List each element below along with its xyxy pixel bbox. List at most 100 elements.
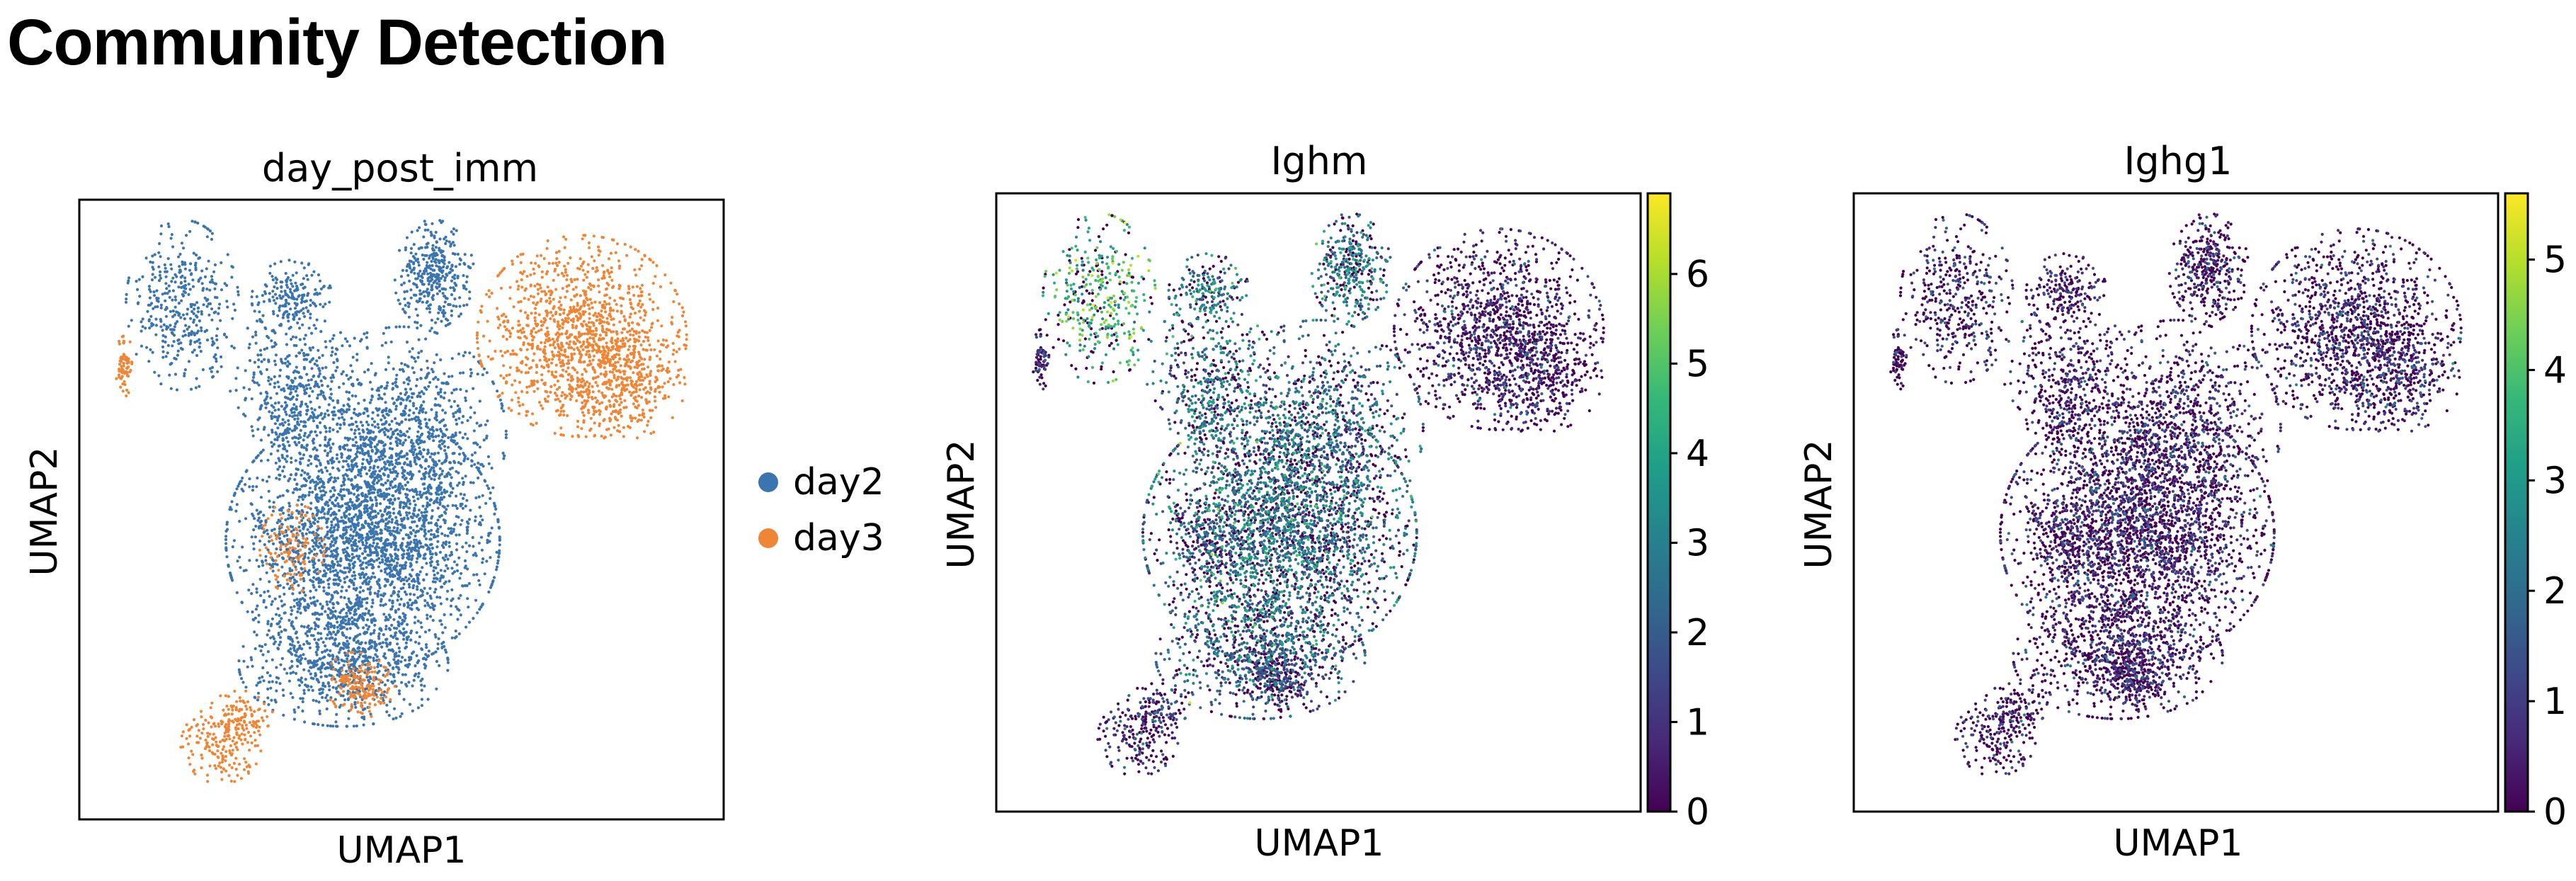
cell-point (340, 625, 343, 628)
cell-point (474, 519, 477, 523)
cell-point (331, 606, 335, 610)
cell-point (413, 256, 416, 260)
cell-point (396, 598, 399, 602)
cell-point (281, 316, 285, 319)
cell-point (348, 564, 351, 567)
cell-point (404, 647, 407, 650)
cell-point (272, 642, 275, 646)
cell-point (266, 696, 270, 700)
cell-point (430, 528, 433, 532)
cell-point (344, 536, 348, 540)
cell-point (313, 362, 317, 366)
cell-point (382, 613, 386, 616)
cell-point (348, 579, 352, 582)
cell-point (338, 331, 343, 334)
cell-point (285, 489, 289, 492)
cell-point (379, 502, 382, 506)
cell-point (284, 357, 287, 360)
cell-point (259, 353, 263, 357)
cell-point (343, 576, 346, 581)
cell-point (395, 421, 399, 425)
cell-point (302, 293, 306, 297)
cell-point (407, 577, 411, 581)
cell-point (314, 673, 318, 677)
cell-point (438, 467, 442, 470)
cell-point (304, 402, 308, 406)
cell-point (397, 491, 401, 494)
cell-point (327, 607, 331, 610)
cell-point (307, 556, 310, 559)
cell-point (368, 588, 372, 591)
cell-point (384, 524, 387, 528)
cell-point (426, 501, 429, 505)
cell-point (317, 459, 321, 462)
cell-point (301, 700, 304, 704)
cell-point (244, 483, 247, 487)
cell-point (493, 504, 497, 508)
cell-point (383, 567, 387, 571)
cell-point (494, 568, 498, 572)
cell-point (384, 522, 388, 525)
cell-point (303, 389, 307, 392)
cell-point (373, 642, 377, 646)
cell-point (409, 246, 414, 250)
cell-point (416, 430, 420, 433)
cell-point (383, 540, 387, 544)
cell-point (367, 680, 371, 684)
cell-point (391, 382, 394, 385)
cell-point (271, 278, 275, 282)
cell-point (465, 550, 469, 554)
cell-point (258, 577, 262, 581)
cell-point (246, 610, 249, 613)
cell-point (319, 549, 322, 552)
cell-point (363, 451, 367, 455)
cell-point (358, 540, 361, 543)
cell-point (380, 467, 384, 471)
cell-point (302, 477, 306, 480)
cell-point (400, 712, 404, 715)
cell-point (501, 404, 504, 408)
cell-point (345, 550, 348, 554)
cell-point (421, 275, 424, 280)
cell-point (475, 421, 479, 425)
cell-point (459, 446, 462, 450)
cell-point (445, 428, 448, 431)
cell-point (377, 479, 381, 483)
cell-point (244, 517, 248, 521)
cell-point (420, 589, 424, 593)
cell-point (350, 463, 353, 467)
cell-point (336, 625, 339, 629)
cell-point (396, 642, 399, 646)
cell-point (397, 457, 400, 460)
cell-point (290, 609, 294, 613)
cell-point (418, 226, 421, 229)
cell-point (397, 496, 401, 501)
cell-point (387, 429, 390, 433)
cell-point (329, 600, 332, 603)
cell-point (302, 312, 305, 315)
cell-point (252, 371, 256, 375)
cell-point (297, 640, 300, 644)
cell-point (271, 509, 275, 513)
cell-point (461, 477, 465, 480)
cell-point (437, 258, 440, 262)
cell-point (280, 360, 283, 363)
cell-point (272, 501, 275, 504)
cell-point (463, 559, 467, 563)
cell-point (358, 514, 361, 518)
cell-point (390, 419, 394, 424)
cell-point (376, 665, 380, 669)
cell-point (399, 528, 403, 532)
cell-point (340, 658, 343, 662)
cell-point (268, 382, 272, 386)
cell-point (372, 619, 376, 623)
cell-point (426, 291, 430, 295)
cell-point (302, 625, 306, 629)
cell-point (373, 525, 377, 528)
cell-point (355, 353, 359, 356)
cell-point (348, 513, 351, 516)
cell-point (314, 589, 318, 592)
cell-point (251, 335, 255, 339)
cell-point (397, 298, 400, 302)
cell-point (485, 436, 489, 440)
